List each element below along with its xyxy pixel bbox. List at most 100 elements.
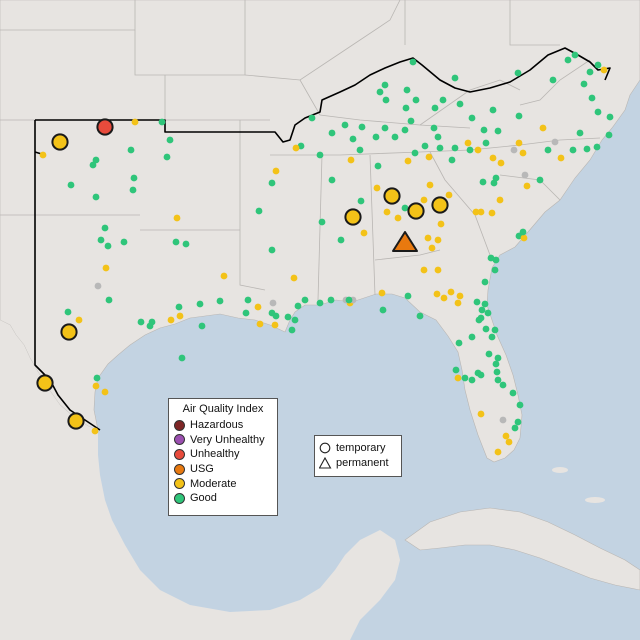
monitor-marker[interactable]	[416, 312, 424, 320]
monitor-marker[interactable]	[93, 374, 101, 382]
monitor-marker[interactable]	[488, 333, 496, 341]
monitor-marker[interactable]	[92, 193, 100, 201]
monitor-marker[interactable]	[292, 144, 300, 152]
monitor-marker[interactable]	[576, 129, 584, 137]
monitor-marker[interactable]	[288, 326, 296, 334]
monitor-marker[interactable]	[488, 209, 496, 217]
monitor-marker[interactable]	[468, 333, 476, 341]
monitor-marker[interactable]	[464, 139, 472, 147]
monitor-marker[interactable]	[600, 66, 608, 74]
monitor-marker[interactable]	[376, 88, 384, 96]
monitor-marker[interactable]	[478, 306, 486, 314]
monitor-marker[interactable]	[494, 376, 502, 384]
monitor-marker[interactable]	[357, 197, 365, 205]
monitor-marker[interactable]	[516, 401, 524, 409]
monitor-marker[interactable]	[434, 266, 442, 274]
monitor-marker[interactable]	[433, 290, 441, 298]
monitor-marker[interactable]	[337, 236, 345, 244]
monitor-marker[interactable]	[424, 234, 432, 242]
monitor-marker[interactable]	[378, 289, 386, 297]
monitor-marker[interactable]	[509, 389, 517, 397]
monitor-marker[interactable]	[569, 146, 577, 154]
temporary-monitor-marker[interactable]	[96, 118, 114, 136]
monitor-marker[interactable]	[176, 312, 184, 320]
monitor-marker[interactable]	[481, 300, 489, 308]
monitor-marker[interactable]	[166, 136, 174, 144]
monitor-marker[interactable]	[497, 159, 505, 167]
monitor-marker[interactable]	[489, 106, 497, 114]
monitor-marker[interactable]	[101, 224, 109, 232]
monitor-marker[interactable]	[146, 322, 154, 330]
monitor-marker[interactable]	[372, 133, 380, 141]
monitor-marker[interactable]	[172, 238, 180, 246]
monitor-marker[interactable]	[468, 114, 476, 122]
monitor-marker[interactable]	[401, 204, 409, 212]
monitor-marker[interactable]	[409, 58, 417, 66]
monitor-marker[interactable]	[456, 100, 464, 108]
monitor-marker[interactable]	[196, 300, 204, 308]
monitor-marker[interactable]	[454, 374, 462, 382]
monitor-marker[interactable]	[291, 316, 299, 324]
monitor-marker[interactable]	[481, 278, 489, 286]
monitor-marker[interactable]	[255, 207, 263, 215]
monitor-marker[interactable]	[544, 146, 552, 154]
monitor-marker[interactable]	[102, 264, 110, 272]
monitor-marker[interactable]	[163, 153, 171, 161]
monitor-marker[interactable]	[327, 296, 335, 304]
monitor-marker[interactable]	[358, 123, 366, 131]
monitor-marker[interactable]	[492, 256, 500, 264]
monitor-marker[interactable]	[494, 448, 502, 456]
monitor-marker[interactable]	[505, 438, 513, 446]
monitor-marker[interactable]	[89, 161, 97, 169]
monitor-marker[interactable]	[520, 234, 528, 242]
monitor-marker[interactable]	[178, 354, 186, 362]
temporary-monitor-marker[interactable]	[431, 196, 449, 214]
monitor-marker[interactable]	[511, 424, 519, 432]
monitor-marker[interactable]	[328, 176, 336, 184]
monitor-marker[interactable]	[454, 299, 462, 307]
monitor-marker[interactable]	[439, 96, 447, 104]
monitor-marker[interactable]	[360, 229, 368, 237]
temporary-monitor-marker[interactable]	[60, 323, 78, 341]
monitor-marker[interactable]	[536, 176, 544, 184]
monitor-marker[interactable]	[434, 133, 442, 141]
monitor-marker[interactable]	[294, 302, 302, 310]
monitor-marker[interactable]	[466, 146, 474, 154]
monitor-marker[interactable]	[479, 178, 487, 186]
monitor-marker[interactable]	[272, 167, 280, 175]
monitor-marker[interactable]	[256, 320, 264, 328]
monitor-marker[interactable]	[480, 126, 488, 134]
monitor-marker[interactable]	[425, 153, 433, 161]
monitor-marker[interactable]	[137, 318, 145, 326]
monitor-marker[interactable]	[437, 220, 445, 228]
monitor-marker[interactable]	[272, 312, 280, 320]
monitor-marker[interactable]	[593, 143, 601, 151]
monitor-marker[interactable]	[551, 138, 559, 146]
monitor-marker[interactable]	[383, 208, 391, 216]
monitor-marker[interactable]	[381, 81, 389, 89]
monitor-marker[interactable]	[491, 326, 499, 334]
monitor-marker[interactable]	[402, 104, 410, 112]
monitor-marker[interactable]	[474, 146, 482, 154]
monitor-marker[interactable]	[131, 118, 139, 126]
monitor-marker[interactable]	[268, 246, 276, 254]
monitor-marker[interactable]	[316, 299, 324, 307]
monitor-marker[interactable]	[104, 242, 112, 250]
monitor-marker[interactable]	[356, 146, 364, 154]
monitor-marker[interactable]	[514, 418, 522, 426]
monitor-marker[interactable]	[523, 182, 531, 190]
temporary-monitor-marker[interactable]	[383, 187, 401, 205]
monitor-marker[interactable]	[492, 360, 500, 368]
monitor-marker[interactable]	[404, 292, 412, 300]
monitor-marker[interactable]	[499, 416, 507, 424]
monitor-marker[interactable]	[472, 208, 480, 216]
monitor-marker[interactable]	[482, 325, 490, 333]
monitor-marker[interactable]	[475, 316, 483, 324]
monitor-marker[interactable]	[588, 94, 596, 102]
monitor-marker[interactable]	[447, 288, 455, 296]
monitor-marker[interactable]	[130, 174, 138, 182]
monitor-marker[interactable]	[473, 298, 481, 306]
monitor-marker[interactable]	[510, 146, 518, 154]
monitor-marker[interactable]	[421, 142, 429, 150]
monitor-marker[interactable]	[440, 294, 448, 302]
